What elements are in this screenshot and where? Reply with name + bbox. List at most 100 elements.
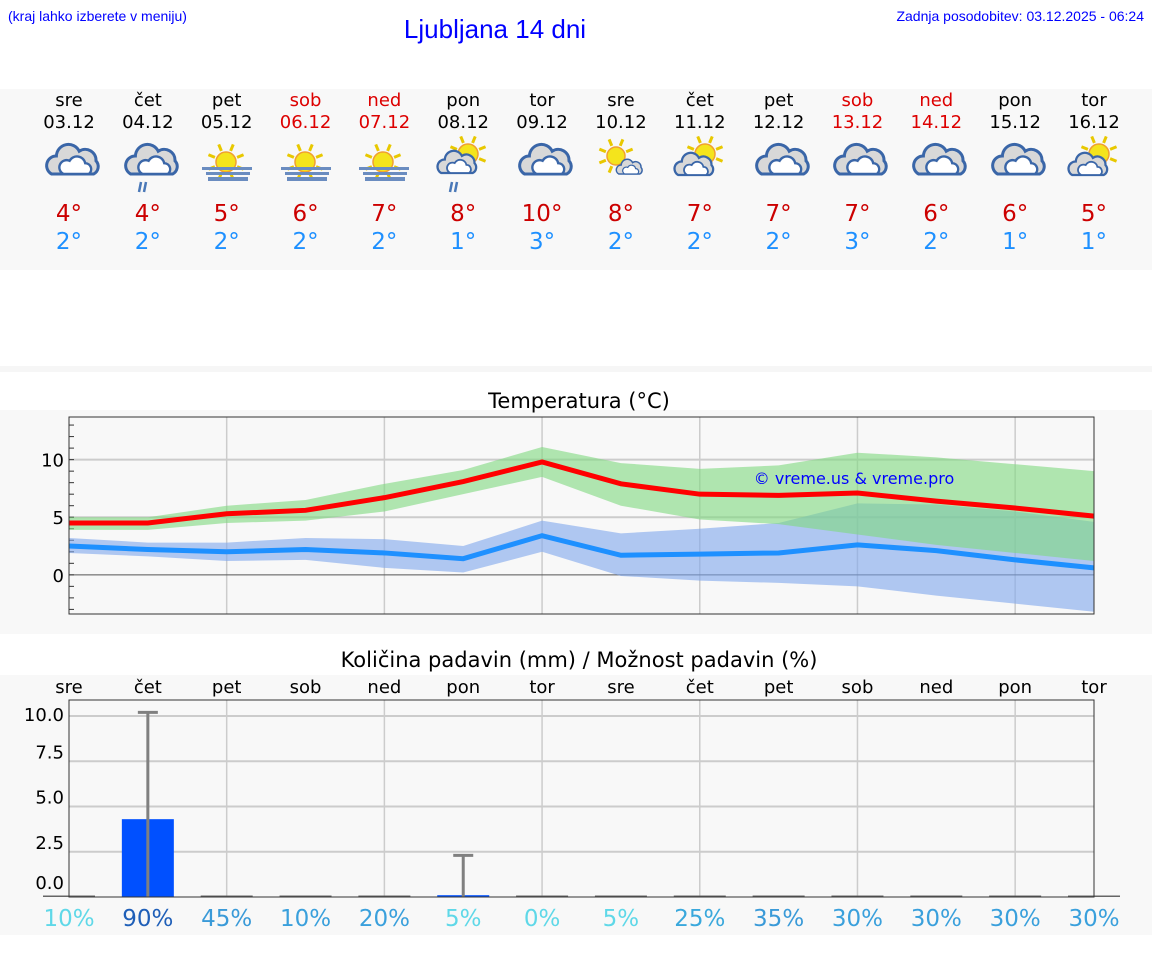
partly-cloudy-rain-icon: [423, 134, 503, 196]
x-category-label: pon: [446, 677, 480, 698]
day-name: pon: [446, 90, 481, 111]
day-name: pet: [763, 90, 794, 111]
precip-probability: 10%: [280, 906, 331, 932]
temp-min: 3°: [844, 229, 871, 255]
day-name: čet: [133, 90, 162, 111]
day-column: ned 14.12 6° 2°: [896, 89, 976, 256]
sun-fog-icon: [344, 134, 424, 196]
plot-frame: [68, 699, 1095, 898]
day-date: 11.12: [674, 112, 726, 133]
x-category-label: čet: [686, 677, 714, 698]
precip-bar: [673, 895, 726, 897]
chart-title: Količina padavin (mm) / Možnost padavin …: [341, 648, 818, 672]
partly-cloudy-icon: [1054, 134, 1134, 196]
x-category-label: pet: [764, 677, 794, 698]
precip-bar: [831, 895, 884, 897]
day-date: 13.12: [831, 112, 884, 133]
day-column: sre 03.12 4° 2°: [29, 89, 109, 256]
temp-min: 1°: [1080, 229, 1108, 255]
day-date: 09.12: [516, 112, 568, 133]
day-name: tor: [1081, 90, 1107, 111]
y-tick-label: 0: [53, 566, 64, 587]
day-name: tor: [529, 90, 555, 111]
precip-bar: [989, 895, 1042, 897]
precip-bar: [594, 895, 647, 897]
temp-max: 7°: [371, 201, 398, 227]
day-name: pon: [998, 90, 1033, 111]
temp-min: 2°: [134, 229, 161, 255]
y-tick-label: 10.0: [24, 705, 64, 726]
temp-max: 5°: [213, 201, 240, 227]
temp-max: 4°: [134, 201, 161, 227]
day-column: ned 07.12 7° 2°: [344, 89, 424, 256]
day-date: 10.12: [595, 112, 647, 133]
location-hint[interactable]: (kraj lahko izberete v meniju): [8, 8, 187, 24]
sun-fog-icon: [266, 134, 346, 196]
sun-fog-icon: [187, 134, 267, 196]
divider: [0, 366, 1152, 372]
daily-forecast-panel: sre 03.12 4° 2° čet 04.12 4° 2° pet 05.12 …: [0, 89, 1152, 270]
day-date: 06.12: [279, 112, 332, 133]
sun-small-cloud-icon: [581, 134, 661, 196]
cloudy-rain-icon: [108, 134, 188, 196]
precip-probability: 10%: [43, 906, 94, 932]
day-date: 16.12: [1068, 112, 1120, 133]
temp-max: 7°: [765, 201, 792, 227]
day-date: 05.12: [200, 112, 253, 133]
day-column: pet 12.12 7° 2°: [739, 89, 819, 256]
temp-min: 3°: [528, 229, 556, 255]
day-date: 14.12: [910, 112, 963, 133]
day-date: 04.12: [122, 112, 174, 133]
precip-bar: [516, 895, 569, 897]
precip-bar: [200, 895, 253, 897]
temp-min: 2°: [923, 229, 950, 255]
x-category-label: tor: [1081, 677, 1107, 698]
precip-probability: 30%: [911, 906, 962, 932]
day-name: ned: [919, 90, 954, 111]
x-category-label: pet: [212, 677, 242, 698]
cloudy-icon: [29, 134, 109, 196]
temp-max: 6°: [1002, 201, 1029, 227]
precip-probability: 5%: [603, 906, 640, 932]
y-tick-label: 2.5: [35, 833, 64, 854]
precipitation-panel: [0, 675, 1152, 935]
temp-min: 2°: [607, 229, 634, 255]
precip-probability: 30%: [832, 906, 883, 932]
x-category-label: ned: [367, 677, 401, 698]
precip-probability: 45%: [201, 906, 252, 932]
day-column: pet 05.12 5° 2°: [187, 89, 267, 256]
temp-min: 2°: [765, 229, 792, 255]
temp-max: 8°: [450, 201, 477, 227]
temp-min: 2°: [371, 229, 398, 255]
plot-frame: [68, 416, 1095, 615]
temp-max: 10°: [521, 201, 563, 227]
precip-bar: [358, 895, 411, 897]
day-column: sre 10.12 8° 2°: [581, 89, 661, 256]
day-name: sob: [289, 90, 322, 111]
day-name: ned: [367, 90, 402, 111]
line-max: [69, 459, 1095, 526]
precip-probability: 35%: [753, 906, 804, 932]
watermark: © vreme.us & vreme.pro: [754, 469, 955, 488]
day-column: pon 08.12 8° 1°: [423, 89, 503, 256]
partly-cloudy-icon: [660, 134, 740, 196]
precip-probability: 5%: [445, 906, 482, 932]
day-name: sob: [841, 90, 874, 111]
x-category-label: ned: [919, 677, 953, 698]
day-date: 15.12: [989, 112, 1041, 133]
precip-probability: 20%: [359, 906, 410, 932]
precip-bar: [752, 895, 805, 897]
x-category-label: sob: [842, 677, 874, 698]
temp-min: 1°: [1002, 229, 1029, 255]
temp-max: 7°: [844, 201, 871, 227]
day-column: sob 06.12 6° 2°: [266, 89, 346, 256]
cloudy-icon: [975, 134, 1055, 196]
cloudy-icon: [896, 134, 976, 196]
chart-title: Temperatura (°C): [487, 389, 670, 413]
day-name: pet: [211, 90, 242, 111]
x-category-label: sre: [607, 677, 634, 698]
day-name: sre: [55, 90, 83, 111]
day-date: 03.12: [43, 112, 95, 133]
day-column: čet 11.12 7° 2°: [660, 89, 740, 256]
day-column: sob 13.12 7° 3°: [817, 89, 897, 256]
